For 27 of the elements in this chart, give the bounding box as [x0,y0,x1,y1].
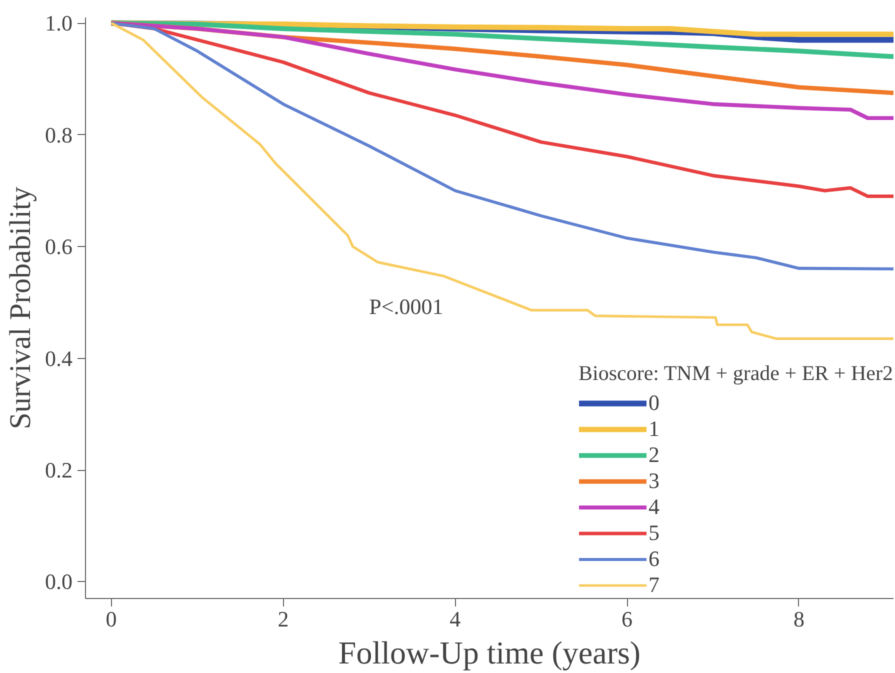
line-series [110,21,894,198]
x-axis-title: Follow-Up time (years) [338,634,641,670]
y-tick-label: 0.6 [45,234,72,260]
y-tick-label: 0.4 [45,346,72,371]
x-tick-label: 0 [106,606,117,632]
legend-title: Bioscore: TNM + grade + ER + Her2 [578,361,893,386]
x-tick-label: 2 [278,606,289,632]
legend-label: 2 [648,442,660,468]
y-axis-title: Survival Probability [4,186,37,430]
x-tick-label: 6 [622,606,633,632]
line-series [110,22,894,270]
legend-label: 6 [648,546,660,572]
y-tick-label: 0.8 [45,122,72,148]
legend-label: 1 [648,416,660,442]
legend-label: 0 [648,390,660,416]
legend-label: 3 [648,468,660,494]
legend-label: 7 [648,572,660,598]
y-tick-label: 0.0 [45,569,72,594]
legend-label: 5 [648,520,660,546]
y-tick-label: 1.0 [45,10,72,36]
line-series [109,21,894,120]
line-series [110,22,894,340]
x-tick-label: 8 [793,606,804,632]
x-tick-label: 4 [450,606,461,632]
legend-label: 4 [648,494,660,520]
annotation: P<.0001 [369,294,444,320]
y-tick-label: 0.2 [45,458,72,483]
